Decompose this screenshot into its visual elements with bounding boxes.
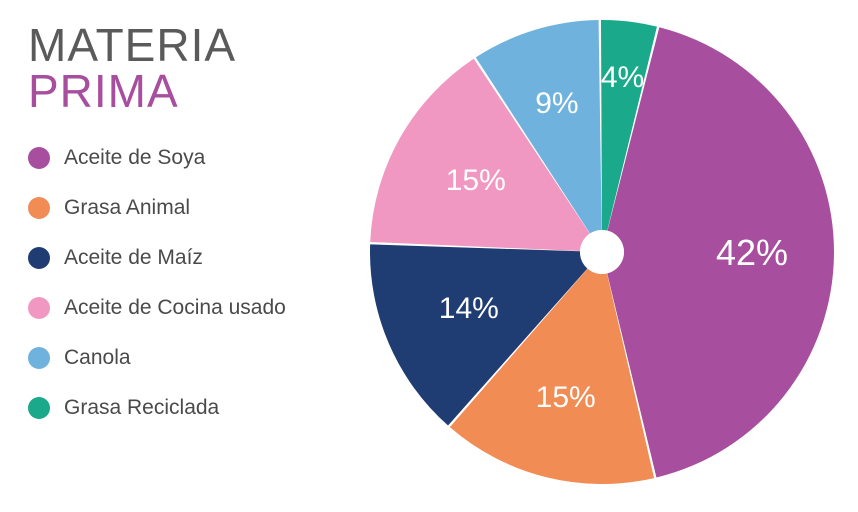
legend-swatch (28, 347, 50, 369)
right-panel: 42% 15% 14% 15% 9% 4% (340, 0, 858, 512)
legend-label: Aceite de Soya (64, 146, 205, 170)
legend-item: Grasa Reciclada (28, 396, 340, 420)
legend-item: Grasa Animal (28, 196, 340, 220)
left-panel: MATERIA PRIMA Aceite de SoyaGrasa Animal… (0, 0, 340, 512)
title-line2: PRIMA (28, 64, 340, 118)
chart-container: MATERIA PRIMA Aceite de SoyaGrasa Animal… (0, 0, 858, 512)
legend-item: Aceite de Cocina usado (28, 296, 340, 320)
slice-label: 4% (601, 61, 644, 95)
legend-swatch (28, 197, 50, 219)
legend-label: Aceite de Maíz (64, 246, 203, 270)
pie-hole (580, 230, 624, 274)
legend-label: Grasa Reciclada (64, 396, 219, 420)
slice-label: 42% (716, 232, 788, 274)
legend-swatch (28, 297, 50, 319)
legend-label: Grasa Animal (64, 196, 190, 220)
legend-swatch (28, 397, 50, 419)
legend-label: Aceite de Cocina usado (64, 296, 286, 320)
slice-label: 15% (446, 164, 506, 198)
legend-swatch (28, 247, 50, 269)
legend-item: Aceite de Maíz (28, 246, 340, 270)
legend-item: Canola (28, 346, 340, 370)
pie-chart: 42% 15% 14% 15% 9% 4% (360, 10, 844, 494)
legend-swatch (28, 147, 50, 169)
slice-label: 9% (535, 87, 578, 121)
slice-label: 15% (536, 381, 596, 415)
legend: Aceite de Soya Grasa Animal Aceite de Maíz… (28, 146, 340, 420)
legend-label: Canola (64, 346, 131, 370)
slice-label: 14% (439, 292, 499, 326)
legend-item: Aceite de Soya (28, 146, 340, 170)
